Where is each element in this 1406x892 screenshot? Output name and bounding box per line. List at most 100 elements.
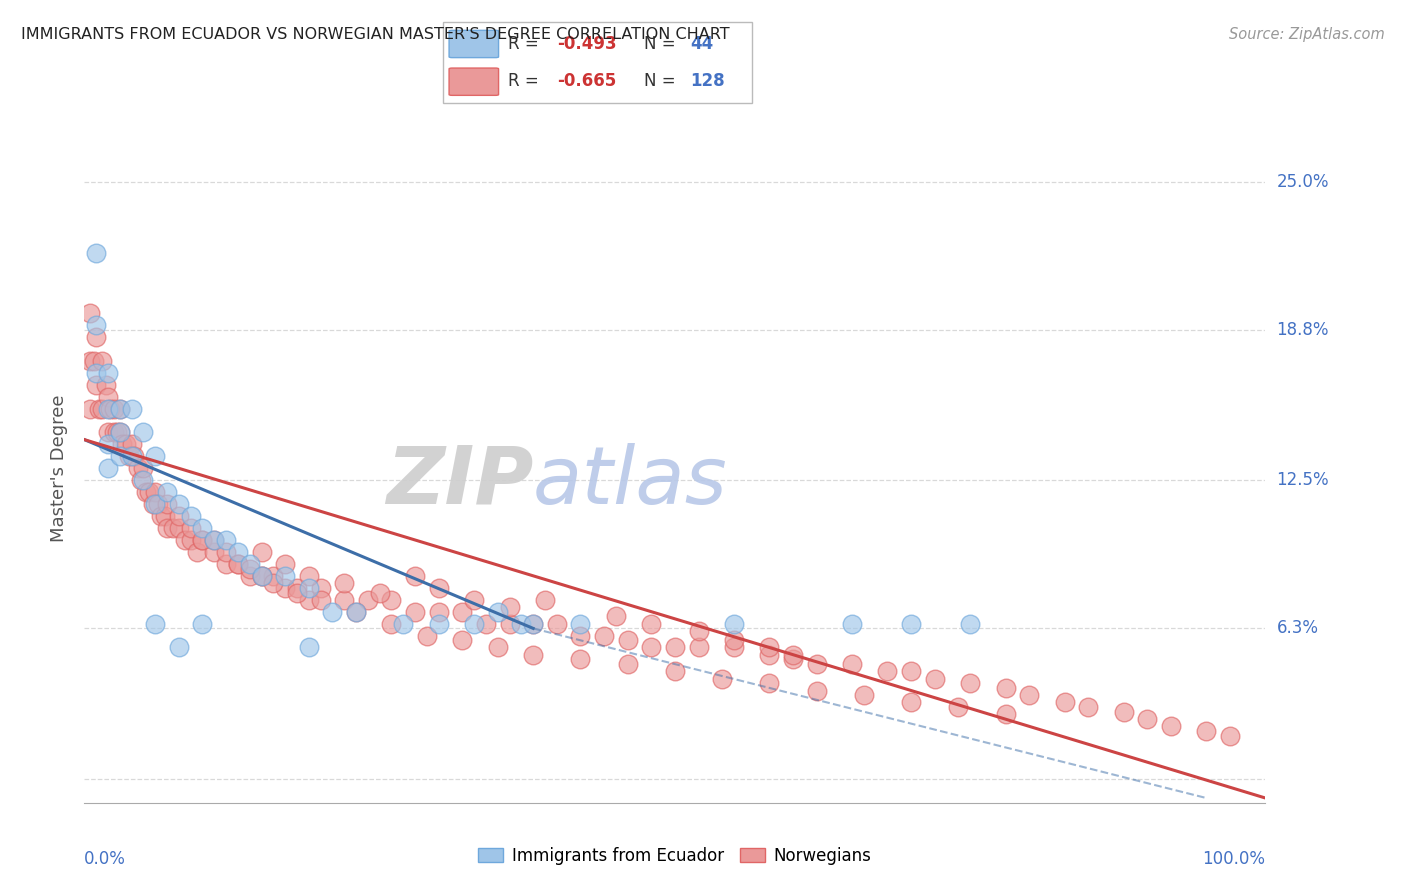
Point <box>994 707 1017 722</box>
Point <box>239 562 262 576</box>
Point <box>94 377 117 392</box>
Point <box>84 318 107 332</box>
Point <box>333 576 356 591</box>
Point <box>546 616 568 631</box>
Point <box>202 533 225 547</box>
Point <box>153 509 176 524</box>
Text: R =: R = <box>508 72 544 90</box>
Point <box>180 509 202 524</box>
Point <box>107 425 129 440</box>
Point <box>900 696 922 710</box>
Text: IMMIGRANTS FROM ECUADOR VS NORWEGIAN MASTER'S DEGREE CORRELATION CHART: IMMIGRANTS FROM ECUADOR VS NORWEGIAN MAS… <box>21 27 730 42</box>
Point <box>900 616 922 631</box>
Point <box>309 592 332 607</box>
Point <box>640 640 662 655</box>
Point <box>202 545 225 559</box>
Point <box>605 609 627 624</box>
Point <box>156 521 179 535</box>
Point <box>688 624 710 638</box>
Point <box>321 605 343 619</box>
Point <box>298 581 321 595</box>
Point <box>143 485 166 500</box>
Point <box>380 592 402 607</box>
Text: 18.8%: 18.8% <box>1277 321 1329 339</box>
Point <box>510 616 533 631</box>
Point <box>900 665 922 679</box>
Point <box>103 401 125 416</box>
Y-axis label: Master's Degree: Master's Degree <box>51 394 69 542</box>
Point <box>498 599 520 614</box>
Point <box>191 521 214 535</box>
Point <box>357 592 380 607</box>
Point <box>416 628 439 642</box>
Point <box>97 390 120 404</box>
Point <box>285 581 308 595</box>
Point <box>103 425 125 440</box>
Text: Source: ZipAtlas.com: Source: ZipAtlas.com <box>1229 27 1385 42</box>
Point <box>285 585 308 599</box>
Point <box>392 616 415 631</box>
Point <box>427 616 450 631</box>
Point <box>1195 724 1218 739</box>
Point <box>135 485 157 500</box>
Point <box>91 353 114 368</box>
Point <box>274 581 297 595</box>
Point <box>79 353 101 368</box>
Point <box>309 581 332 595</box>
Point <box>173 533 195 547</box>
Point <box>569 652 592 666</box>
Point <box>97 425 120 440</box>
Point <box>132 473 155 487</box>
Point <box>202 533 225 547</box>
Point <box>156 497 179 511</box>
Point <box>463 592 485 607</box>
Point <box>118 450 141 464</box>
Point <box>84 330 107 344</box>
Point <box>156 485 179 500</box>
Point <box>344 605 367 619</box>
Point <box>274 557 297 571</box>
Point <box>298 640 321 655</box>
Point <box>250 545 273 559</box>
Point <box>108 425 131 440</box>
Point <box>475 616 498 631</box>
Point <box>114 437 136 451</box>
Point <box>132 425 155 440</box>
Point <box>122 450 145 464</box>
Point <box>111 437 134 451</box>
Point <box>404 569 426 583</box>
Point <box>215 533 238 547</box>
Point <box>959 616 981 631</box>
Point <box>380 616 402 631</box>
Point <box>1219 729 1241 743</box>
Legend: Immigrants from Ecuador, Norwegians: Immigrants from Ecuador, Norwegians <box>471 840 879 871</box>
Point <box>640 616 662 631</box>
Point <box>167 640 190 655</box>
Point <box>298 569 321 583</box>
FancyBboxPatch shape <box>449 30 499 58</box>
Point <box>344 605 367 619</box>
Point <box>142 497 165 511</box>
Text: atlas: atlas <box>533 442 728 521</box>
Point <box>616 657 638 672</box>
Point <box>569 616 592 631</box>
Point <box>239 569 262 583</box>
Point <box>959 676 981 690</box>
Point <box>1136 712 1159 726</box>
Point <box>108 401 131 416</box>
Point <box>593 628 616 642</box>
Point <box>250 569 273 583</box>
Point <box>534 592 557 607</box>
Point <box>427 581 450 595</box>
Point <box>79 306 101 320</box>
Point <box>333 592 356 607</box>
Text: 100.0%: 100.0% <box>1202 849 1265 868</box>
Point <box>723 633 745 648</box>
Point <box>167 497 190 511</box>
FancyBboxPatch shape <box>443 22 752 103</box>
Point <box>191 616 214 631</box>
Point <box>1077 700 1099 714</box>
Point <box>994 681 1017 695</box>
Point <box>97 461 120 475</box>
Point <box>262 576 284 591</box>
